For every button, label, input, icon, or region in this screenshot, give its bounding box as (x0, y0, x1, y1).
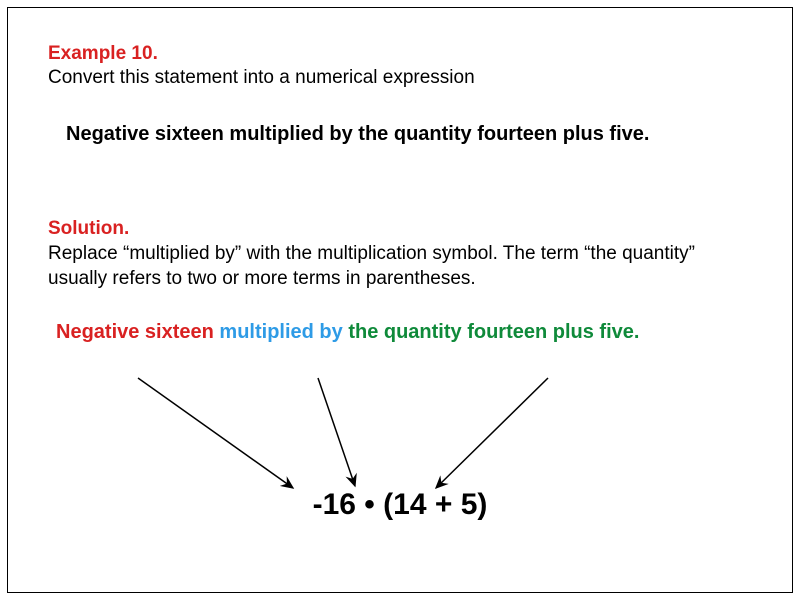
example-header: Example 10. (48, 43, 752, 65)
solution-label: Solution. (48, 218, 752, 240)
part-multiplied-by: multiplied by (214, 321, 348, 343)
example-label: Example 10. (48, 43, 158, 64)
colored-statement: Negative sixteen multiplied by the quant… (56, 321, 752, 344)
numerical-expression: -16 • (14 + 5) (8, 488, 792, 522)
instruction-text: Convert this statement into a numerical … (48, 67, 752, 89)
problem-statement: Negative sixteen multiplied by the quant… (66, 123, 752, 146)
content-frame: Example 10. Convert this statement into … (7, 7, 793, 593)
solution-text: Replace “multiplied by” with the multipl… (48, 242, 752, 291)
part-quantity: the quantity fourteen plus five. (348, 321, 639, 343)
part-negative-sixteen: Negative sixteen (56, 321, 214, 343)
